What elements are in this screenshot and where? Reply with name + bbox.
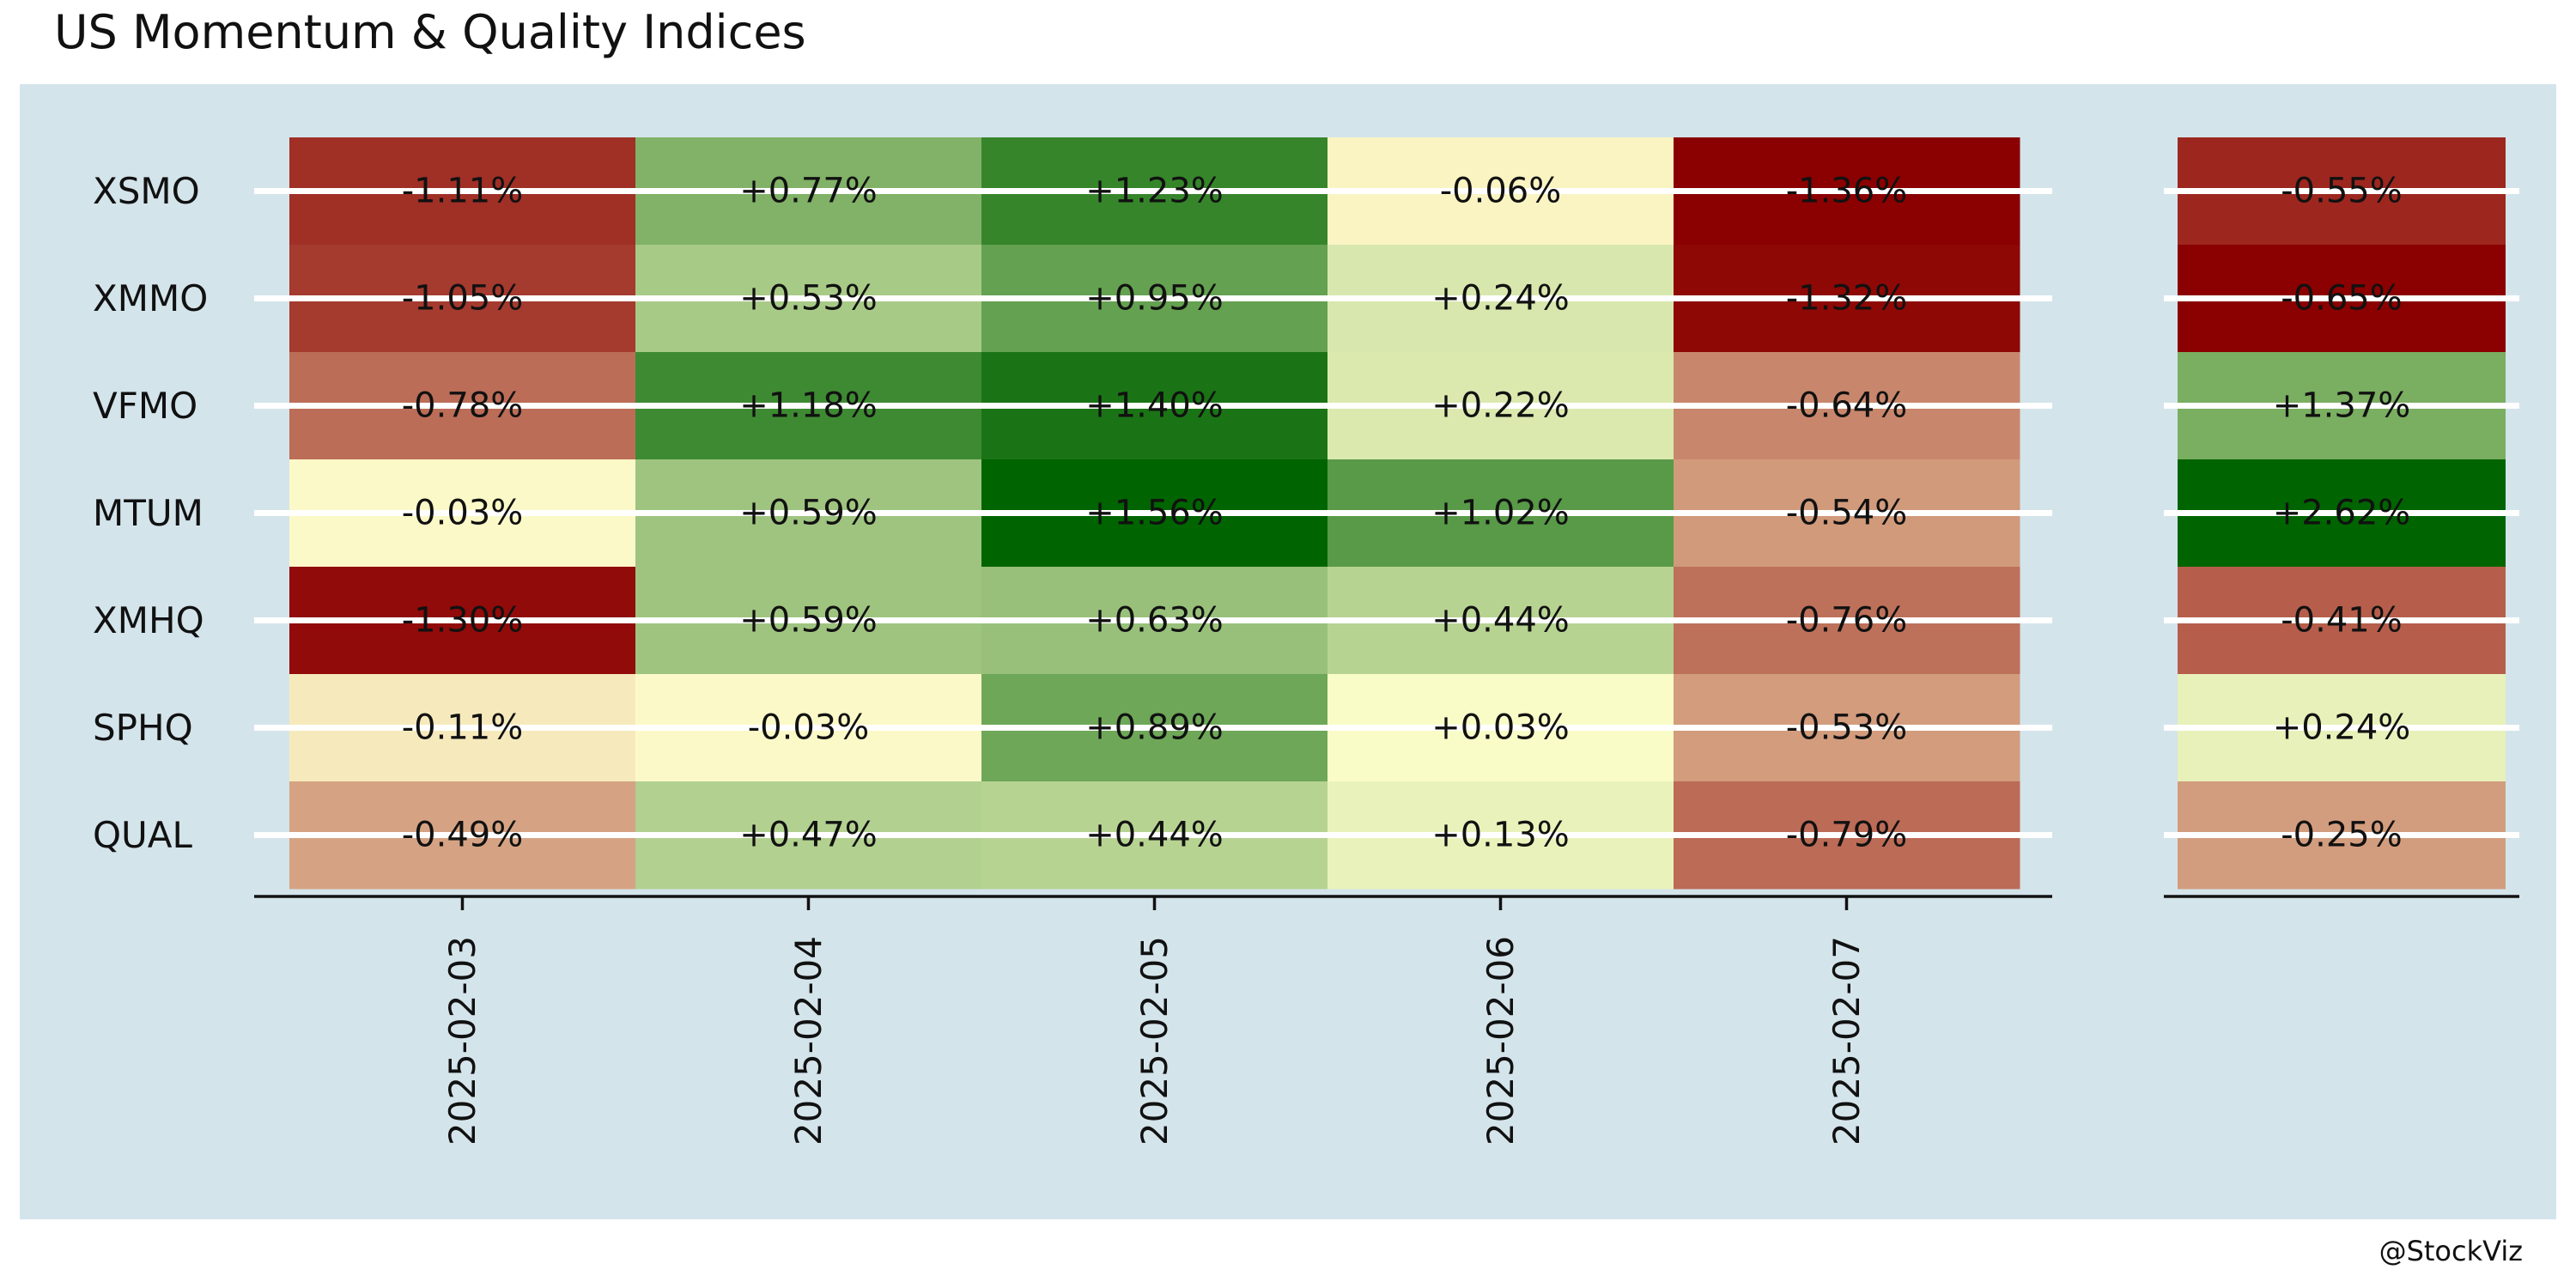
cell-label: -0.76% [1786,601,1908,641]
row-label: XMMO [93,277,208,319]
cell-label: +0.47% [739,816,878,855]
cell-label: -0.64% [1786,386,1908,426]
cell-label: +0.44% [1085,816,1224,855]
cell-label: -1.36% [1786,172,1908,211]
row-label: QUAL [93,814,193,856]
cell-label: -0.49% [402,816,524,855]
cell-label: +1.40% [1085,386,1224,426]
x-axes [254,895,2519,910]
cell-label: -0.53% [1786,708,1908,748]
cell-label: +0.59% [739,601,878,641]
row-label: XMHQ [93,599,204,641]
x-tick-label: 2025-02-03 [441,936,483,1145]
summary-cell-label: +1.37% [2273,386,2411,426]
cell-label: +1.02% [1431,494,1570,533]
summary-cell-label: +2.62% [2273,494,2411,533]
cell-label: +0.53% [739,279,878,319]
cell-label: -0.11% [402,708,524,748]
summary-cell-label: +0.24% [2273,708,2411,748]
main-y-ticks [254,188,2052,838]
cell-label: -1.32% [1786,279,1908,319]
summary-cell-label: -0.65% [2281,279,2403,319]
cell-label: -0.78% [402,386,524,426]
cell-label: +0.22% [1431,386,1570,426]
cell-label: +0.77% [739,172,878,211]
main-cell-labels: -1.11% +0.77% +1.23% -0.06% -1.36% -1.05% +0.5… [402,172,1908,855]
x-tick-label: 2025-02-05 [1133,936,1176,1145]
cell-label: +1.23% [1085,172,1224,211]
row-label: XSMO [93,170,200,212]
row-label: SPHQ [93,707,193,749]
cell-label: +0.44% [1431,601,1570,641]
cell-label: +0.89% [1085,708,1224,748]
cell-label: -0.54% [1786,494,1908,533]
cell-label: +0.59% [739,494,878,533]
column-labels: 2025-02-03 2025-02-04 2025-02-05 2025-02-06… [441,936,1868,1145]
cell-label: -0.03% [402,494,524,533]
summary-cell-labels: -0.55% -0.65% +1.37% +2.62% -0.41% +0.24% -0.2… [2273,172,2411,855]
summary-cell-label: -0.25% [2281,816,2403,855]
cell-label: +0.24% [1431,279,1570,319]
cell-label: +1.18% [739,386,878,426]
summary-cell-label: -0.55% [2281,172,2403,211]
row-label: VFMO [93,385,197,427]
cell-label: -0.06% [1440,172,1562,211]
summary-cell-label: -0.41% [2281,601,2403,641]
cell-label: -1.30% [402,601,524,641]
row-labels: XSMO XMMO VFMO MTUM XMHQ SPHQ QUAL [93,170,208,856]
cell-label: -0.79% [1786,816,1908,855]
x-tick-label: 2025-02-04 [787,936,829,1145]
x-tick-label: 2025-02-07 [1826,936,1868,1145]
cell-label: +0.13% [1431,816,1570,855]
chart-title: US Momentum & Quality Indices [54,5,806,59]
cell-label: +0.63% [1085,601,1224,641]
source-caption: @StockViz [2379,1235,2523,1267]
cell-label: +1.56% [1085,494,1224,533]
cell-label: +0.95% [1085,279,1224,319]
x-tick-label: 2025-02-06 [1479,936,1522,1145]
summary-y-ticks [2164,188,2519,838]
cell-label: -1.11% [402,172,524,211]
row-label: MTUM [93,492,204,534]
cell-label: +0.03% [1431,708,1570,748]
cell-label: -0.03% [748,708,870,748]
cell-label: -1.05% [402,279,524,319]
